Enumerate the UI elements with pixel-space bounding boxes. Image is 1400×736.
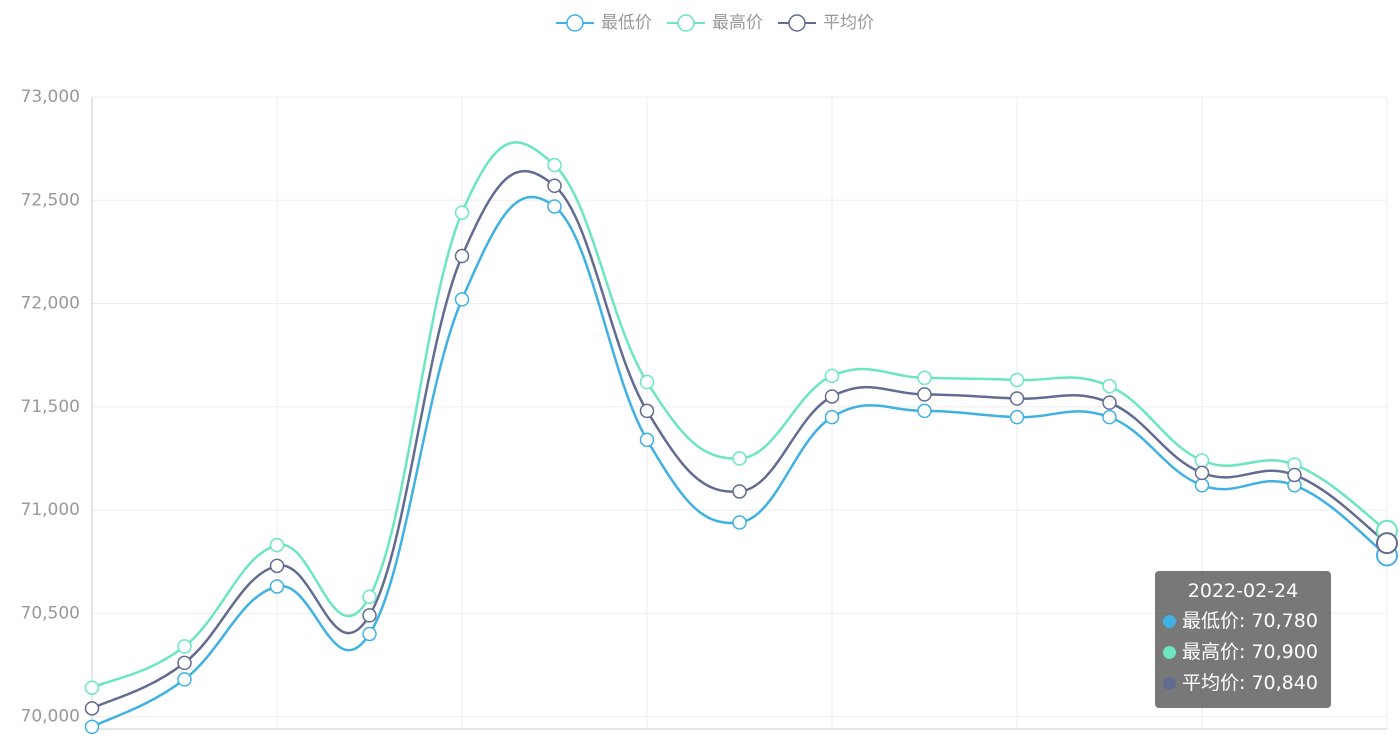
y-tick-label: 71,500 — [21, 397, 80, 417]
tooltip-series-name: 最低价 — [1182, 610, 1251, 632]
data-point — [1194, 465, 1210, 481]
data-point — [547, 178, 562, 194]
data-point — [824, 389, 840, 404]
legend: 最低价 最高价 平均价 — [556, 13, 874, 33]
y-tick-label: 72,000 — [21, 294, 80, 314]
tooltip-row: 最高价70,900 — [1163, 637, 1331, 668]
data-point — [454, 205, 470, 220]
legend-marker — [566, 14, 584, 32]
tooltip-series-name: 平均价 — [1182, 672, 1251, 694]
data-point — [362, 589, 377, 605]
data-point — [269, 558, 285, 574]
data-point — [84, 719, 100, 735]
y-tick-label: 72,500 — [21, 190, 80, 210]
series-line — [91, 169, 1388, 710]
data-point — [362, 626, 377, 642]
data-point — [1009, 391, 1025, 406]
data-point — [1376, 532, 1398, 555]
data-point — [1009, 409, 1025, 425]
data-point — [824, 368, 840, 384]
data-point — [269, 579, 285, 594]
data-point — [1194, 453, 1210, 468]
data-point — [732, 451, 747, 466]
data-point — [639, 403, 655, 419]
tooltip-value: 70,840 — [1251, 672, 1318, 694]
series-line — [91, 195, 1388, 729]
data-point — [362, 608, 377, 623]
y-tick-label: 70,500 — [21, 603, 80, 623]
tooltip-marker — [1163, 615, 1176, 628]
data-point — [84, 680, 100, 695]
y-tick-label: 70,000 — [21, 707, 80, 727]
data-point — [1009, 372, 1025, 388]
data-point — [917, 370, 932, 386]
data-point — [1102, 409, 1117, 425]
tooltip-marker — [1163, 646, 1176, 659]
legend-label: 最高价 — [712, 13, 763, 33]
data-point — [454, 248, 470, 264]
tooltip-marker — [1163, 677, 1176, 690]
y-tick-label: 73,000 — [21, 87, 80, 107]
tooltip-series-name: 最高价 — [1182, 641, 1251, 663]
data-point — [1287, 467, 1302, 483]
data-point — [547, 157, 562, 173]
legend-label: 最低价 — [601, 13, 652, 33]
data-point — [177, 639, 192, 654]
data-point — [732, 484, 747, 499]
y-tick-label: 71,000 — [21, 500, 80, 520]
data-point — [84, 701, 100, 716]
tooltip-row: 最低价70,780 — [1163, 606, 1331, 637]
data-point — [639, 374, 655, 390]
data-point — [269, 537, 285, 553]
tooltip-row: 平均价70,840 — [1163, 668, 1331, 699]
data-point — [917, 387, 932, 402]
data-point — [454, 292, 470, 307]
tooltip-value: 70,780 — [1251, 610, 1318, 632]
data-point — [1102, 395, 1117, 410]
data-point — [1194, 478, 1210, 493]
tooltip: 2022-02-24 最低价70,780最高价70,900平均价70,840 — [1155, 571, 1331, 708]
tooltip-title: 2022-02-24 — [1187, 580, 1299, 602]
legend-label: 平均价 — [823, 13, 874, 33]
series-line — [91, 141, 1388, 689]
data-point — [639, 432, 655, 448]
data-point — [1102, 378, 1117, 394]
data-point — [547, 199, 562, 214]
data-point — [732, 515, 747, 530]
data-point — [177, 655, 192, 671]
data-point — [177, 672, 192, 687]
tooltip-value: 70,900 — [1251, 641, 1318, 663]
data-point — [917, 403, 932, 419]
legend-marker — [788, 14, 806, 32]
legend-marker — [677, 14, 695, 32]
data-point — [824, 409, 840, 425]
